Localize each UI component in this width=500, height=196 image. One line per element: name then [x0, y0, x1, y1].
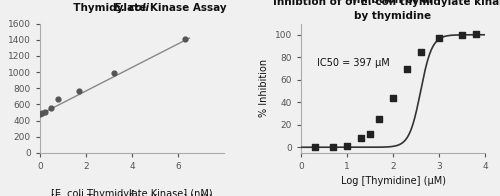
- Text: [​E. coli​ Thymidylate Kinase] (nM): [​E. coli​ Thymidylate Kinase] (nM): [51, 194, 213, 196]
- Point: [36, 113, 44, 116]
- Point: [48, 106, 56, 109]
- Text: Inhibtion of of E. coli thymidylate kinase: Inhibtion of of E. coli thymidylate kina…: [274, 0, 500, 7]
- Point: [330, 146, 338, 149]
- Point: [311, 146, 319, 149]
- Point: [40, 111, 48, 114]
- Point: [54, 97, 62, 100]
- Point: [366, 132, 374, 135]
- Point: [389, 96, 397, 99]
- Text: Thymidylate Kinase Assay: Thymidylate Kinase Assay: [37, 3, 227, 13]
- Y-axis label: Fluorescence: Fluorescence: [0, 56, 2, 120]
- Text: [: [: [128, 192, 132, 196]
- Text: by thymidine: by thymidine: [354, 11, 432, 21]
- Text: [E. coli Thymidylate Kinase] (nM): [E. coli Thymidylate Kinase] (nM): [51, 189, 213, 196]
- Point: [458, 33, 466, 36]
- Point: [403, 67, 411, 70]
- Point: [416, 50, 424, 53]
- Point: [376, 118, 384, 121]
- Point: [343, 145, 351, 148]
- Point: [75, 89, 83, 92]
- Point: [110, 71, 118, 74]
- Point: [435, 37, 443, 40]
- Text: IC50 = 397 μM: IC50 = 397 μM: [317, 58, 390, 68]
- Point: [38, 112, 46, 115]
- Text: Inhibtion of of: Inhibtion of of: [349, 0, 437, 5]
- Point: [181, 37, 189, 40]
- Point: [472, 32, 480, 35]
- Point: [357, 137, 365, 140]
- Y-axis label: % Inhibition: % Inhibition: [260, 59, 270, 117]
- Text: [: [: [130, 189, 134, 196]
- X-axis label: Log [Thymidine] (μM): Log [Thymidine] (μM): [340, 176, 446, 186]
- Text: E. coli: E. coli: [114, 3, 150, 13]
